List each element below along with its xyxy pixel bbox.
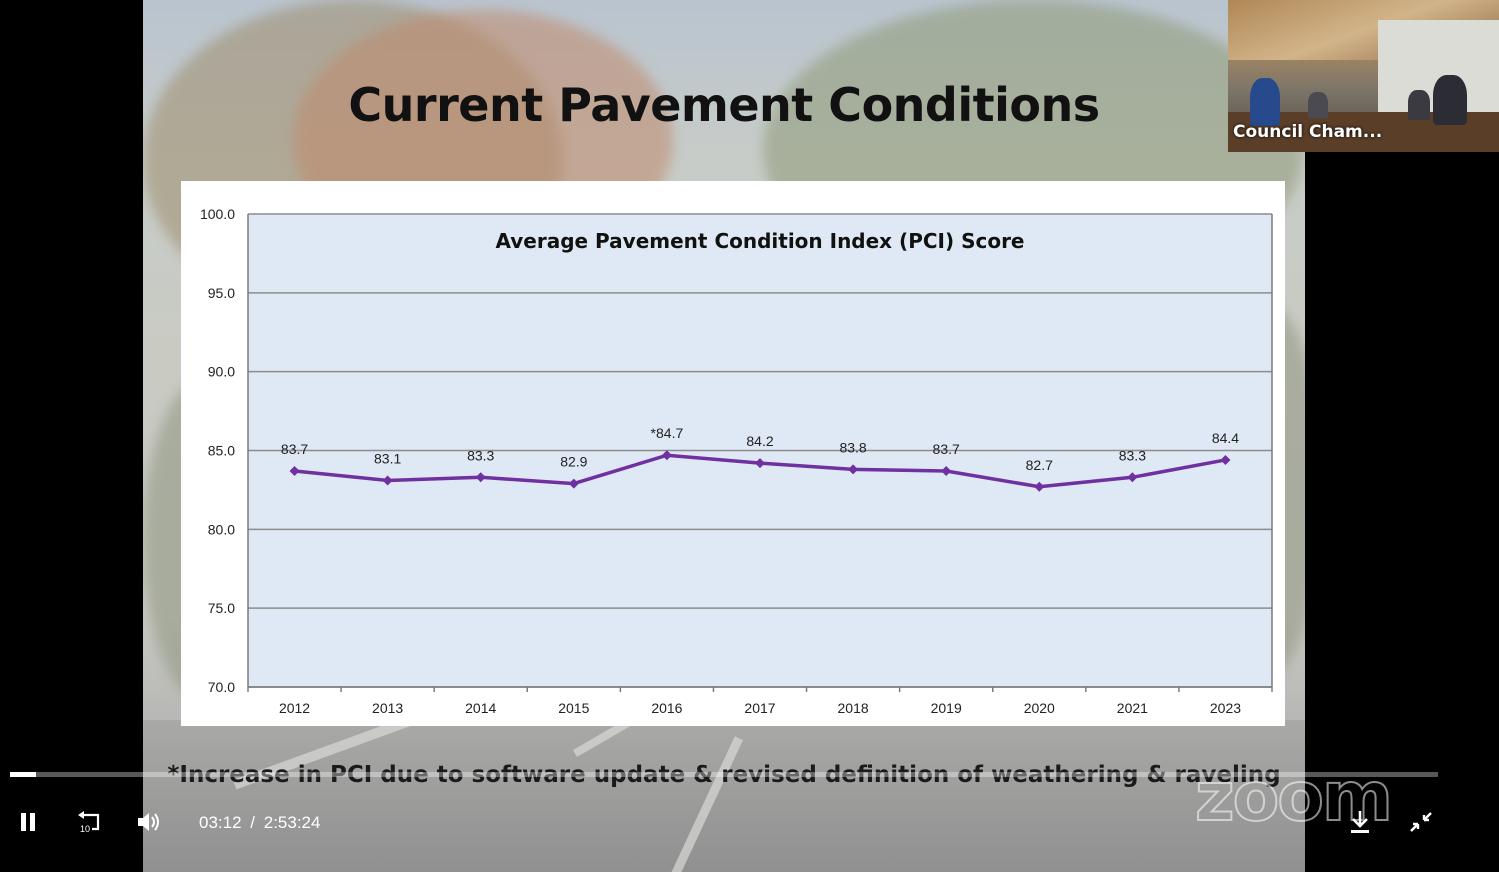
download-icon xyxy=(1351,811,1369,833)
data-label: 83.7 xyxy=(933,441,960,457)
x-tick-label: 2013 xyxy=(372,700,403,716)
progress-track[interactable] xyxy=(10,772,1438,777)
volume-icon xyxy=(138,813,159,831)
data-point-marker xyxy=(755,458,765,469)
time-display: 03:12 / 2:53:24 xyxy=(199,813,320,833)
x-tick-label: 2023 xyxy=(1210,700,1241,716)
data-label: 83.3 xyxy=(467,447,494,463)
volume-button[interactable] xyxy=(135,808,163,836)
road-background xyxy=(143,691,1305,872)
data-label: 84.4 xyxy=(1212,430,1239,446)
data-point-marker xyxy=(1220,454,1231,465)
pip-participant xyxy=(1308,92,1328,118)
data-label: 82.7 xyxy=(1026,457,1053,473)
x-tick-label: 2015 xyxy=(558,700,589,716)
y-tick-label: 85.0 xyxy=(208,443,235,459)
x-tick-label: 2018 xyxy=(838,700,869,716)
tick-labels: 100.0 95.0 90.0 85.0 80.0 75.0 70.0 2012 2013 201… xyxy=(200,206,1241,716)
exit-fullscreen-icon xyxy=(1410,812,1432,832)
time-separator: / xyxy=(250,813,256,832)
pause-icon xyxy=(21,813,26,831)
data-markers xyxy=(289,450,1231,492)
data-label: 83.7 xyxy=(281,441,308,457)
y-tick-label: 80.0 xyxy=(208,521,235,537)
x-tick-label: 2021 xyxy=(1117,700,1148,716)
pip-participant-label: Council Cham... xyxy=(1233,122,1383,142)
data-point-marker xyxy=(382,475,393,486)
x-tick-label: 2016 xyxy=(651,700,682,716)
gridlines xyxy=(248,213,1272,688)
total-duration: 2:53:24 xyxy=(263,813,321,832)
y-tick-label: 90.0 xyxy=(208,364,235,380)
data-labels: 83.7 83.1 83.3 82.9 *84.7 84.2 83.8 83.7 82.7 83.… xyxy=(281,425,1239,473)
exit-fullscreen-button[interactable] xyxy=(1408,808,1434,836)
pip-participant xyxy=(1433,75,1467,125)
x-tick-label: 2014 xyxy=(465,700,496,716)
data-point-marker xyxy=(568,478,579,489)
slide-title: Current Pavement Conditions xyxy=(348,78,1100,132)
data-label: 82.9 xyxy=(560,454,587,470)
pci-line-chart: 100.0 95.0 90.0 85.0 80.0 75.0 70.0 2012 2013 201… xyxy=(200,206,1273,716)
data-point-marker xyxy=(848,464,859,475)
data-label: 83.1 xyxy=(374,450,401,466)
pause-button[interactable] xyxy=(16,810,40,834)
rewind-seconds-label: 10 xyxy=(80,824,90,834)
download-button[interactable] xyxy=(1347,808,1373,836)
progress-fill[interactable] xyxy=(10,772,36,777)
data-point-marker xyxy=(941,465,952,476)
presentation-slide: Current Pavement Conditions 100.0 95.0 90.… xyxy=(143,0,1305,872)
pip-participant xyxy=(1250,78,1280,126)
x-tick-label: 2020 xyxy=(1024,700,1055,716)
current-time: 03:12 xyxy=(199,813,242,832)
data-point-marker xyxy=(475,472,486,483)
y-tick-label: 100.0 xyxy=(200,206,235,222)
pip-participant xyxy=(1408,90,1430,120)
data-point-marker xyxy=(289,465,300,476)
participant-video-thumbnail[interactable]: Council Cham... xyxy=(1228,0,1499,152)
rewind-10-button[interactable]: 10 xyxy=(76,808,104,836)
x-tick-label: 2019 xyxy=(931,700,962,716)
data-label: *84.7 xyxy=(651,425,684,441)
data-label: 83.8 xyxy=(839,439,866,455)
data-point-marker xyxy=(661,450,672,461)
chart-card: 100.0 95.0 90.0 85.0 80.0 75.0 70.0 2012 2013 201… xyxy=(181,181,1285,726)
x-tick-label: 2017 xyxy=(744,700,775,716)
y-tick-label: 75.0 xyxy=(208,600,235,616)
rewind-10-icon: 10 xyxy=(78,811,100,834)
axes xyxy=(247,214,1273,692)
data-point-marker xyxy=(1127,472,1138,483)
video-controls-bar: 10 03:12 / 2:53:24 xyxy=(0,760,1499,872)
y-tick-label: 95.0 xyxy=(208,285,235,301)
y-tick-label: 70.0 xyxy=(208,679,235,695)
data-point-marker xyxy=(1034,481,1045,492)
data-label: 84.2 xyxy=(746,433,773,449)
chart-title: Average Pavement Condition Index (PCI) S… xyxy=(495,229,1024,253)
x-tick-label: 2012 xyxy=(279,700,310,716)
slide-footnote: *Increase in PCI due to software update … xyxy=(167,762,1281,788)
data-label: 83.3 xyxy=(1119,447,1146,463)
pause-icon xyxy=(30,813,35,831)
